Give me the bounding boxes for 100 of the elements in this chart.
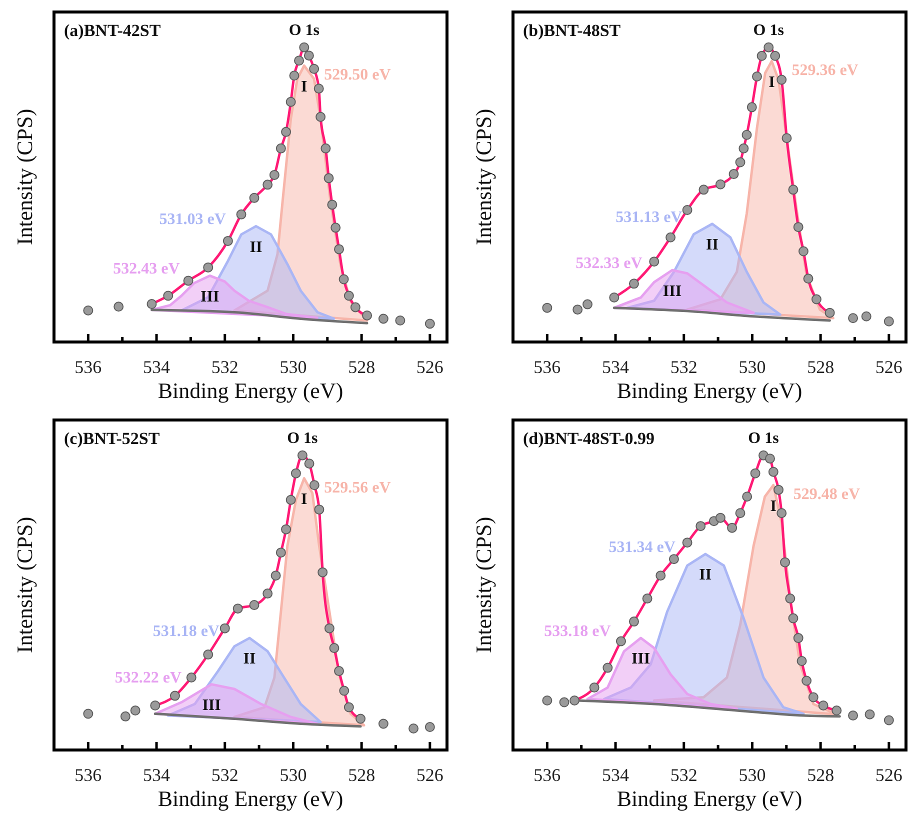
point xyxy=(309,480,320,490)
point xyxy=(602,662,613,673)
point xyxy=(656,570,666,581)
point xyxy=(339,686,350,696)
y-axis-title: Intensity (CPS) xyxy=(12,108,37,246)
series-label: 531.03 eV xyxy=(159,211,226,228)
x-tick-label: 532 xyxy=(670,356,698,377)
chart-title: (a)BNT-42ST xyxy=(64,21,162,40)
x-tick-label: 530 xyxy=(280,764,307,785)
point xyxy=(788,184,798,195)
point xyxy=(309,64,320,74)
annotation: II xyxy=(243,650,256,668)
point xyxy=(83,708,94,719)
x-tick-label: 536 xyxy=(74,764,102,785)
series-label: 532.43 eV xyxy=(113,260,180,278)
point xyxy=(289,70,300,81)
point xyxy=(329,643,340,654)
point xyxy=(616,636,626,646)
point xyxy=(150,700,160,711)
chart-title: (c)BNT-52ST xyxy=(64,429,160,448)
point xyxy=(304,458,314,469)
point xyxy=(764,42,774,52)
point xyxy=(848,313,858,324)
point xyxy=(203,262,214,272)
point xyxy=(281,126,292,137)
point xyxy=(286,494,296,505)
chart-title: (b)BNT-48ST xyxy=(523,21,622,40)
point xyxy=(746,102,757,112)
annotation: II xyxy=(699,566,712,584)
point xyxy=(236,209,246,220)
series-label: 532.33 eV xyxy=(576,255,643,272)
point xyxy=(320,143,331,154)
series-label: 531.13 eV xyxy=(616,208,683,226)
x-tick-label: 536 xyxy=(74,356,102,377)
point xyxy=(314,504,324,515)
x-tick-label: 530 xyxy=(280,356,307,377)
point xyxy=(276,548,286,558)
point xyxy=(276,143,286,154)
point xyxy=(344,290,354,301)
point xyxy=(299,42,310,52)
point xyxy=(715,179,726,190)
point xyxy=(314,84,324,94)
chart-title: (d)BNT-48ST-0.99 xyxy=(523,429,654,448)
point xyxy=(802,676,812,686)
x-tick-label: 532 xyxy=(211,356,238,377)
point xyxy=(796,656,807,666)
point xyxy=(378,718,388,729)
x-tick-label: 532 xyxy=(670,764,698,785)
point xyxy=(356,714,366,724)
point xyxy=(727,522,738,533)
point xyxy=(294,56,304,66)
point xyxy=(222,236,233,246)
annotation: II xyxy=(250,238,262,256)
x-tick-label: 534 xyxy=(143,356,170,377)
point xyxy=(649,256,660,267)
annotation: O 1s xyxy=(748,430,779,448)
point xyxy=(742,130,752,140)
point xyxy=(715,512,726,523)
point xyxy=(146,298,157,309)
point xyxy=(362,310,372,320)
point xyxy=(750,468,760,478)
series-label: 529.36 eV xyxy=(792,62,859,80)
point xyxy=(232,604,243,614)
point xyxy=(286,96,296,107)
point xyxy=(304,50,314,61)
point xyxy=(764,454,775,464)
point xyxy=(774,484,784,495)
point xyxy=(262,180,273,190)
point xyxy=(776,508,787,518)
series-label: 529.48 eV xyxy=(793,486,861,504)
point xyxy=(742,492,752,502)
point xyxy=(698,184,709,195)
point xyxy=(756,50,767,61)
point xyxy=(344,702,354,712)
point xyxy=(120,711,130,722)
point xyxy=(408,723,419,734)
point xyxy=(780,557,790,568)
point xyxy=(281,524,292,534)
point xyxy=(884,316,894,326)
x-tick-label: 530 xyxy=(738,764,766,785)
point xyxy=(735,508,746,518)
point xyxy=(186,672,196,683)
x-tick-label: 534 xyxy=(143,764,170,785)
annotation: II xyxy=(706,236,718,254)
point xyxy=(318,567,328,578)
point xyxy=(785,594,796,604)
x-tick-label: 528 xyxy=(348,764,376,785)
annotation: O 1s xyxy=(753,22,784,40)
point xyxy=(83,305,94,316)
y-axis-title: Intensity (CPS) xyxy=(12,516,37,654)
y-axis-title: Intensity (CPS) xyxy=(471,516,496,654)
point xyxy=(808,692,818,702)
point xyxy=(848,710,858,721)
point xyxy=(668,554,679,564)
point xyxy=(220,623,230,634)
series-label: 533.18 eV xyxy=(544,623,612,640)
point xyxy=(589,682,600,693)
point xyxy=(768,466,778,477)
point xyxy=(324,173,334,184)
point xyxy=(642,594,652,604)
